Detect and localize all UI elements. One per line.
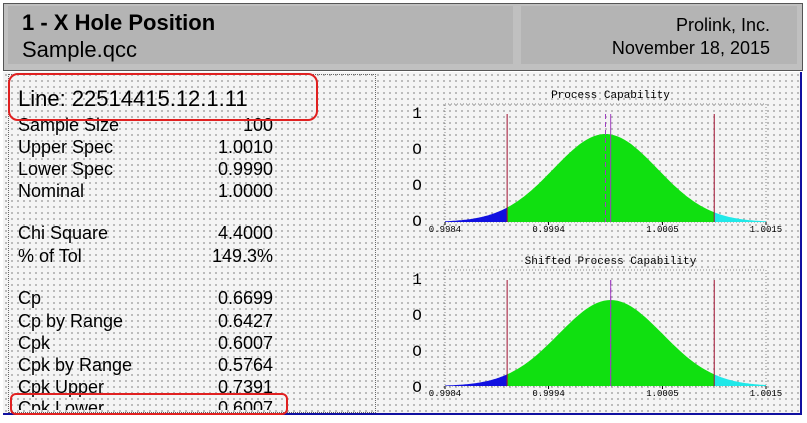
stat-label: Cpk by Range [18, 355, 133, 375]
distribution-area [714, 374, 766, 386]
stat-label: Cp [18, 288, 42, 308]
x-tick-label: 0.9984 [429, 225, 461, 235]
stat-label: Lower Spec [18, 159, 114, 179]
stat-label: % of Tol [18, 246, 82, 266]
stat-value: 149.3% [211, 246, 273, 266]
stat-label: Upper Spec [18, 137, 114, 157]
distribution-area [714, 212, 766, 222]
x-tick-label: 0.9984 [429, 389, 461, 399]
y-label: 1 [412, 271, 422, 289]
y-label: O [412, 141, 422, 159]
y-label: O [412, 213, 422, 231]
y-label: O [412, 343, 422, 361]
stat-value: 0.6699 [217, 288, 273, 308]
stat-value: 0.5764 [217, 355, 273, 375]
title: 1 - X Hole Position [22, 10, 216, 35]
y-label: O [412, 379, 422, 397]
body [3, 72, 802, 415]
stat-value: 0.6007 [217, 333, 273, 353]
distribution-area [445, 207, 508, 222]
date: November 18, 2015 [611, 38, 770, 58]
stat-value: 1.0000 [217, 181, 273, 201]
stat-value: 0.7391 [217, 377, 273, 397]
header-right [521, 6, 797, 64]
chart-title: Process Capability [551, 90, 670, 102]
highlight [10, 393, 288, 415]
x-tick-label: 0.9994 [532, 225, 564, 235]
plot-area [444, 103, 767, 223]
stat-label: Cpk [18, 333, 51, 353]
company: Prolink, Inc. [675, 15, 770, 35]
x-tick-label: 1.0005 [646, 225, 678, 235]
distribution-area [445, 374, 508, 386]
highlight [8, 73, 318, 121]
stats-list: Sample Size 100 Upper Spec 1.0010 Lower Spec… [0, 0, 374, 410]
stat-label: Cpk Lower [18, 398, 105, 410]
stat-label: Cpk Upper [18, 377, 105, 397]
line-id: Line: 22514415.12.1.11 [18, 86, 248, 111]
x-tick-label: 1.0015 [750, 225, 782, 235]
x-tick-label: 1.0005 [646, 389, 678, 399]
stat-value: 0.9990 [217, 159, 273, 179]
y-label: O [412, 177, 422, 195]
x-tick-label: 0.9994 [532, 389, 564, 399]
x-tick-label: 1.0015 [750, 389, 782, 399]
chart-title: Shifted Process Capability [525, 256, 697, 268]
stat-value: 4.4000 [217, 223, 273, 243]
stat-label: Cp by Range [18, 311, 124, 331]
stat-value: 0.6427 [217, 311, 273, 331]
stat-label: Chi Square [18, 223, 109, 243]
stat-value: 1.0010 [217, 137, 273, 157]
stat-label: Nominal [18, 181, 85, 201]
header-left [8, 6, 513, 64]
subtitle: Sample.qcc [22, 37, 137, 62]
y-label: 1 [412, 105, 422, 123]
stat-value: 0.6007 [217, 398, 273, 410]
y-label: O [412, 307, 422, 325]
